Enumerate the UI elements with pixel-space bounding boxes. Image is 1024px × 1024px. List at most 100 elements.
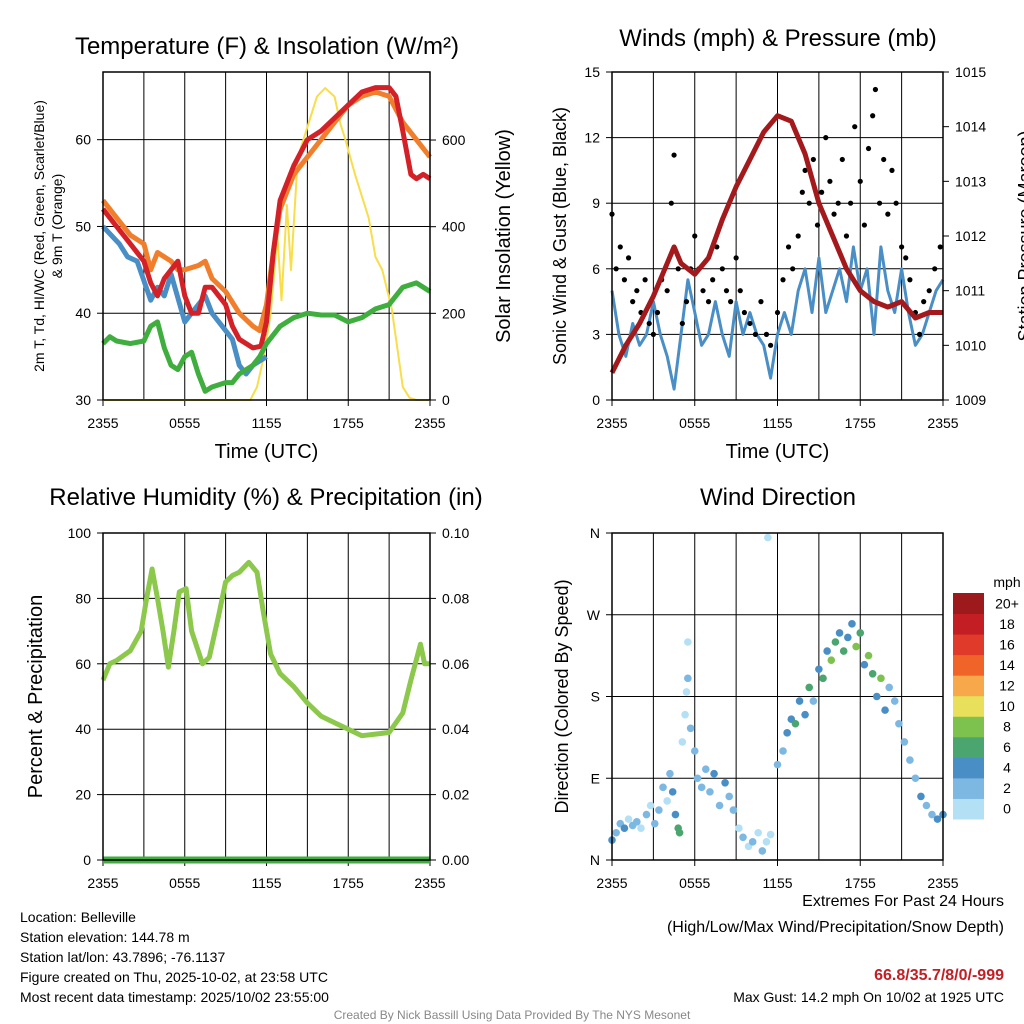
wind-direction-point (764, 533, 772, 542)
gust-point (617, 244, 623, 250)
x-tick-label: 2355 (596, 415, 627, 431)
wind-direction-point (668, 788, 677, 796)
wind-direction-point (922, 801, 931, 810)
wind-direction-point (729, 806, 738, 814)
y-tick-label: N (590, 525, 600, 541)
gust-point (876, 200, 883, 206)
y-tick-label: 15 (584, 64, 600, 80)
colorbar-swatch (953, 757, 984, 779)
wind-direction-point (684, 674, 692, 683)
gust-point (889, 167, 895, 173)
wind-direction-point (805, 683, 814, 692)
wind-direction-point (791, 719, 800, 728)
gust-point (921, 299, 927, 305)
gust-point (613, 266, 619, 272)
y-axis-right-label: Station Pressure (Maroon) (1015, 130, 1024, 341)
colorbar-label: 8 (1003, 719, 1011, 735)
info-latlon: Station lat/lon: 43.7896; -76.1137 (20, 949, 225, 965)
gust-point (650, 331, 656, 337)
wind-direction-point (823, 647, 831, 655)
wind-direction-point (795, 697, 804, 705)
wind-direction-point (701, 765, 710, 773)
y-right-tick-label: 0 (442, 392, 450, 408)
max-gust: Max Gust: 14.2 mph On 10/02 at 1925 UTC (733, 989, 1004, 1005)
y-axis-label: Percent & Precipitation (25, 595, 47, 798)
gust-point (843, 233, 850, 239)
y-tick-label: 12 (584, 130, 600, 146)
panel-1: Winds (mph) & Pressure (mb) 0 3 6 9 12 15 1009 1… (550, 25, 1024, 463)
y-tick-label: 60 (75, 132, 91, 148)
y-axis-label: Direction (Colored By Speed) (552, 579, 572, 813)
wind-direction-point (900, 738, 909, 746)
y-right-tick-label: 1012 (955, 228, 986, 244)
gust-point (705, 299, 712, 305)
x-tick-label: 1755 (333, 415, 364, 431)
gust-point (646, 320, 652, 327)
gust-point (774, 309, 781, 316)
gust-point (806, 200, 812, 206)
colorbar-label: 14 (999, 657, 1015, 673)
gust-point (937, 244, 943, 250)
wind-direction-point (852, 642, 860, 651)
wind-direction-point (715, 801, 724, 810)
wind-direction-point (684, 638, 692, 646)
gust-point (768, 342, 774, 348)
wind-direction-point (663, 797, 671, 805)
y-tick-label: 50 (75, 218, 91, 234)
colorbar-title: mph (993, 574, 1020, 590)
y-axis-right-label: Solar Insolation (Yellow) (493, 129, 515, 343)
plot-frame (102, 532, 431, 861)
y-tick-label: 40 (75, 721, 91, 737)
x-tick-label: 1155 (762, 415, 792, 431)
wind-direction-point (885, 683, 894, 692)
x-tick-label: 2355 (596, 875, 627, 891)
wind-direction-point (682, 688, 691, 696)
x-tick-label: 1755 (333, 875, 364, 891)
wind-direction-point (881, 706, 889, 714)
gust-point (752, 331, 759, 337)
gust-point (692, 233, 698, 239)
wind-direction-point (839, 647, 848, 655)
gust-point (634, 288, 640, 294)
gust-point (737, 288, 743, 294)
y-tick-label: S (591, 689, 600, 705)
colorbar-label: 6 (1003, 739, 1011, 755)
wind-direction-point (848, 620, 856, 628)
colorbar-swatch (953, 654, 984, 676)
wind-direction-point (693, 774, 702, 783)
wind-direction-point (819, 674, 827, 683)
gust-point (683, 299, 690, 305)
gust-point (675, 266, 681, 272)
extremes-subtitle-line: (High/Low/Max Wind/Precipitation/Snow De… (667, 919, 1004, 936)
gust-point (839, 156, 845, 163)
x-tick-label: 2355 (414, 875, 445, 891)
wind-direction-point (831, 638, 840, 646)
wind-direction-point (697, 783, 706, 792)
gust-point (668, 200, 674, 206)
y-right-tick-label: 200 (442, 305, 466, 321)
x-tick-label: 1155 (762, 875, 792, 891)
wind-direction-point (735, 824, 743, 833)
x-tick-label: 2355 (927, 875, 958, 891)
gust-point (861, 222, 867, 228)
y-right-tick-label: 0.06 (442, 656, 469, 672)
colorbar-swatch (953, 798, 984, 820)
y-tick-label: 3 (592, 326, 600, 342)
gust-point (795, 233, 801, 239)
colorbar-label: 20+ (995, 595, 1019, 611)
wind-direction-point (911, 774, 920, 783)
wind-direction-point (779, 747, 787, 755)
gust-point (780, 277, 786, 283)
gust-point (819, 189, 825, 195)
wind-direction-point (895, 719, 903, 728)
y-tick-label: 30 (75, 392, 91, 408)
gust-point (630, 299, 636, 305)
wind-direction-point (706, 788, 714, 796)
gust-point (728, 299, 734, 305)
gust-point (857, 178, 863, 184)
colorbar-label: 16 (999, 636, 1015, 652)
colorbar-label: 12 (999, 677, 1015, 693)
gust-point (741, 309, 748, 316)
wind-direction-point (877, 674, 885, 683)
wind-direction-point (835, 629, 844, 637)
